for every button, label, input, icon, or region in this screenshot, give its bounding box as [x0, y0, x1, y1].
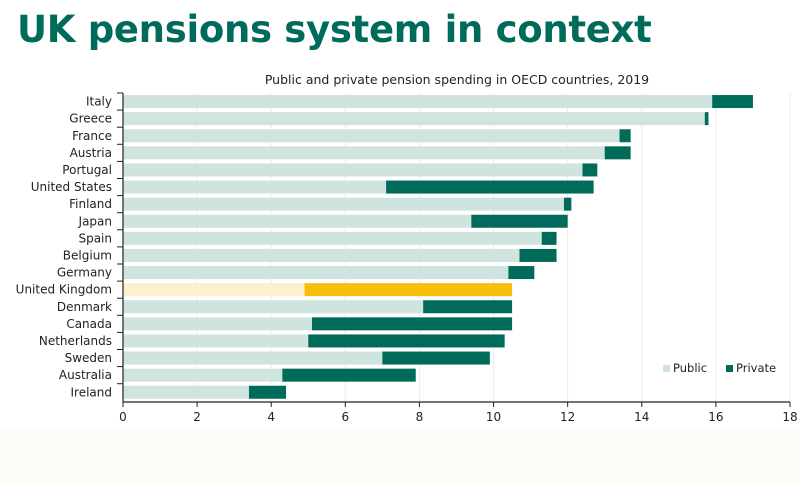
bar-private [248, 385, 287, 399]
bar-public [123, 385, 249, 399]
bar-private [471, 214, 568, 228]
bar-private [582, 163, 598, 177]
category-label: Portugal [62, 163, 112, 177]
x-tick-label: 18 [782, 410, 797, 424]
bar-private [282, 368, 416, 382]
page-title: UK pensions system in context [17, 8, 652, 51]
x-axis: 0 2 4 6 8 10 12 14 16 18 [119, 401, 798, 424]
bar-public [123, 146, 605, 160]
bar-private [563, 197, 572, 211]
category-label: Italy [86, 95, 112, 109]
bar-private [541, 231, 557, 245]
bars [123, 95, 753, 399]
category-label: France [72, 129, 112, 143]
category-label: Australia [59, 368, 112, 382]
legend: Public Private [663, 361, 776, 375]
bar-private [311, 317, 513, 331]
bar-public [123, 248, 520, 262]
legend-label-private: Private [736, 361, 776, 375]
bar-public [123, 214, 472, 228]
bar-private [508, 266, 535, 280]
category-label: Ireland [70, 385, 112, 399]
bar-public [123, 334, 309, 348]
x-tick-label: 4 [267, 410, 275, 424]
x-tick-label: 16 [708, 410, 723, 424]
x-tick-label: 0 [119, 410, 127, 424]
category-label: Japan [78, 214, 112, 228]
bar-private [386, 180, 594, 194]
bar-public [123, 266, 509, 280]
bar-public [123, 300, 424, 314]
bar-public [123, 163, 583, 177]
bar-public [123, 368, 283, 382]
legend-swatch-public [663, 365, 670, 372]
bar-private [619, 129, 631, 143]
bar-public [123, 283, 305, 297]
category-label: Greece [69, 112, 112, 126]
y-axis: Italy Greece France Austria Portugal United S… [16, 92, 124, 402]
bar-private [712, 95, 753, 109]
bar-private [519, 248, 557, 262]
bar-private [382, 351, 490, 365]
legend-label-public: Public [673, 361, 707, 375]
x-tick-label: 10 [486, 410, 501, 424]
bar-public [123, 129, 620, 143]
bar-public [123, 95, 713, 109]
bar-public [123, 112, 705, 126]
category-label: United Kingdom [16, 283, 112, 297]
bar-private [704, 112, 709, 126]
bar-public [123, 197, 564, 211]
bar-public [123, 180, 387, 194]
bar-private [423, 300, 513, 314]
bar-private [308, 334, 505, 348]
category-label: Sweden [65, 351, 112, 365]
x-tick-label: 6 [342, 410, 350, 424]
legend-swatch-private [726, 365, 733, 372]
page-footer-background [0, 430, 800, 486]
grid-lines [196, 93, 791, 402]
category-label: Germany [57, 266, 112, 280]
category-label: Belgium [63, 248, 112, 262]
category-label: Austria [70, 146, 112, 160]
category-label: United States [31, 180, 112, 194]
bar-public [123, 317, 312, 331]
category-label: Netherlands [39, 334, 112, 348]
bar-public [123, 231, 542, 245]
bar-public [123, 351, 383, 365]
category-label: Spain [78, 231, 112, 245]
x-tick-label: 12 [560, 410, 575, 424]
chart-title: Public and private pension spending in O… [265, 72, 649, 87]
category-label: Canada [66, 317, 112, 331]
x-tick-label: 14 [634, 410, 649, 424]
x-tick-label: 8 [416, 410, 424, 424]
category-label: Denmark [57, 300, 112, 314]
x-tick-label: 2 [193, 410, 201, 424]
bar-private [604, 146, 631, 160]
category-label: Finland [69, 197, 112, 211]
bar-private [304, 283, 513, 297]
